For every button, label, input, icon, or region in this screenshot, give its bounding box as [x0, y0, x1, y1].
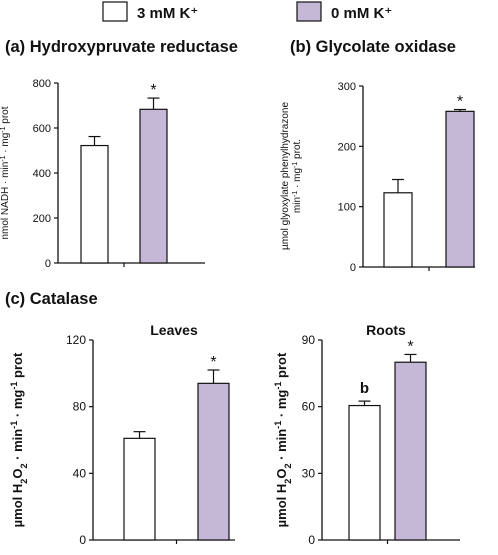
panel-c-roots: Roots 0 30 60 90 b * µmol H2O2 · min-1 · mg-1 … [273, 322, 460, 547]
y-tick-label: 400 [33, 168, 51, 180]
significance-asterisk: * [210, 354, 216, 371]
bar-3mm [348, 404, 381, 541]
significance-asterisk: * [407, 338, 413, 355]
panel-c-leaves-title: Leaves [150, 322, 198, 338]
panel-b-title: (b) Glycolate oxidase [290, 38, 456, 56]
y-tick-label: 100 [338, 202, 356, 214]
bar-0mm [139, 108, 168, 264]
legend-label-3mm: 3 mM K⁺ [137, 5, 198, 22]
legend-label-0mm: 0 mM K⁺ [331, 5, 392, 22]
y-tick-label: 300 [338, 81, 356, 93]
panel-b-glycolate-oxidase: (b) Glycolate oxidase 0 100 200 300 * µmol gl… [280, 38, 475, 274]
y-axis-label: nmol NADH · min-1 · mg-1 prot [0, 106, 11, 239]
significance-asterisk: * [457, 94, 463, 111]
y-tick-label: 40 [73, 466, 87, 480]
significance-letter: b [360, 380, 369, 397]
bar-0mm [445, 110, 475, 268]
bar-3mm [123, 437, 156, 541]
y-tick-label: 0 [350, 262, 356, 274]
y-tick-label: 200 [338, 141, 356, 153]
y-axis-label: µmol H2O2 · min-1 · mg-1 prot [273, 352, 293, 527]
bar-0mm [197, 382, 230, 541]
y-tick-label: 90 [302, 333, 316, 347]
panel-c-title: (c) Catalase [5, 290, 98, 308]
y-tick-label: 800 [33, 78, 51, 90]
legend-swatch-0mm [296, 1, 322, 22]
panel-a-hydroxypyruvate-reductase: (a) Hydroxypruvate reductase 0 200 400 600 8… [0, 38, 238, 270]
panel-c-roots-title: Roots [366, 322, 406, 338]
bar-0mm [394, 361, 427, 541]
bar-3mm [383, 192, 413, 268]
y-tick-label: 30 [302, 466, 316, 480]
y-tick-label: 200 [33, 213, 51, 225]
legend-swatch-3mm [102, 1, 128, 22]
bar-3mm [80, 144, 109, 264]
y-tick-label: 120 [66, 333, 86, 347]
panel-c-leaves: Leaves 0 40 80 120 * µmol H2O2 · min-1 · mg-1… [9, 322, 235, 547]
y-axis-label: µmol H2O2 · min-1 · mg-1 prot [9, 352, 29, 527]
y-tick-label: 0 [308, 533, 315, 547]
panel-a-title: (a) Hydroxypruvate reductase [5, 38, 238, 56]
y-axis-label-line-2: min-1 · mg-1 prot. [292, 139, 304, 213]
y-tick-label: 0 [45, 258, 51, 270]
y-tick-label: 80 [73, 400, 87, 414]
y-tick-label: 0 [79, 533, 86, 547]
significance-asterisk: * [150, 82, 156, 99]
y-tick-label: 60 [302, 400, 316, 414]
y-tick-label: 600 [33, 123, 51, 135]
legend: 3 mM K⁺ 0 mM K⁺ [102, 1, 392, 22]
y-axis-label-line-1: µmol glyoxylate phenylhydrazone [280, 102, 291, 251]
